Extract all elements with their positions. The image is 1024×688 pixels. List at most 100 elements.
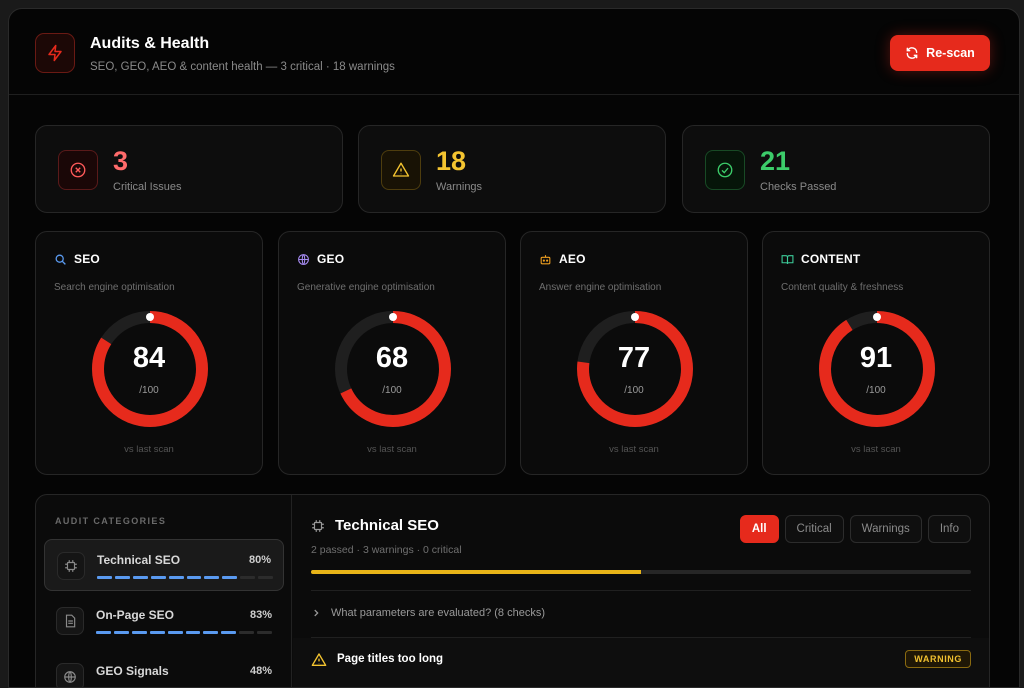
score-footnote: vs last scan	[124, 444, 174, 455]
check-circle-icon	[705, 150, 745, 190]
score-value: 91	[859, 342, 893, 374]
progress-segment	[168, 576, 184, 579]
score-title: AEO	[559, 252, 586, 266]
critical-count: 3	[113, 146, 129, 176]
audit-categories-sidebar: AUDIT CATEGORIES Technical SEO 80% On-Pa…	[36, 495, 292, 687]
progress-segment	[149, 631, 165, 634]
progress-segment	[257, 631, 273, 634]
filter-info[interactable]: Info	[927, 515, 971, 543]
filter-warnings[interactable]: Warnings	[849, 515, 922, 543]
issue-title: Page titles too long	[337, 653, 444, 665]
score-title: CONTENT	[801, 252, 861, 266]
detail-subtitle: 2 passed · 3 warnings · 0 critical	[311, 544, 462, 556]
passed-count: 21	[760, 146, 791, 176]
document-icon	[56, 607, 84, 635]
progress-segment	[258, 576, 274, 579]
expander-label: What parameters are evaluated? (8 checks…	[331, 607, 545, 619]
category-progress	[97, 576, 274, 579]
progress-segment	[114, 576, 130, 579]
issue-row[interactable]: Page titles too long WARNING	[293, 638, 989, 687]
score-card-aeo: AEO Answer engine optimisation 77 /100 v…	[520, 231, 748, 475]
progress-segment	[240, 576, 256, 579]
category-progress-bar	[311, 570, 971, 574]
ring-start-dot	[873, 313, 881, 321]
page-title: Audits & Health	[90, 35, 210, 52]
score-max: /100	[139, 385, 159, 396]
warning-triangle-icon	[381, 150, 421, 190]
filter-tabs: All Critical Warnings Info	[739, 515, 971, 543]
audit-panel: AUDIT CATEGORIES Technical SEO 80% On-Pa…	[35, 494, 990, 687]
rescan-label: Re-scan	[926, 46, 975, 60]
progress-segment	[239, 631, 255, 634]
category-pct: 48%	[249, 665, 272, 677]
score-footnote: vs last scan	[609, 444, 659, 455]
ring-start-dot	[389, 313, 397, 321]
category-name: GEO Signals	[96, 664, 169, 678]
progress-segment	[97, 576, 112, 579]
warnings-label: Warnings	[436, 181, 483, 193]
category-name: Technical SEO	[97, 553, 181, 567]
progress-segment	[113, 631, 129, 634]
score-card-seo: SEO Search engine optimisation 84 /100 v…	[35, 231, 263, 475]
chevron-right-icon	[314, 609, 319, 617]
sidebar-title: AUDIT CATEGORIES	[55, 516, 167, 526]
detail-title: Technical SEO	[335, 517, 439, 534]
category-geo-signals[interactable]: GEO Signals 48%	[44, 651, 284, 687]
x-circle-icon	[58, 150, 98, 190]
score-ring	[819, 311, 935, 427]
progress-segment	[132, 576, 148, 579]
score-footnote: vs last scan	[367, 444, 417, 455]
score-value: 77	[617, 342, 651, 374]
stat-card-critical: 3 Critical Issues	[35, 125, 343, 213]
category-pct: 80%	[248, 554, 271, 566]
category-pct: 83%	[249, 609, 272, 621]
score-max: /100	[624, 385, 644, 396]
category-name: On-Page SEO	[96, 608, 175, 622]
score-desc: Generative engine optimisation	[297, 282, 435, 293]
category-detail: Technical SEO 2 passed · 3 warnings · 0 …	[293, 495, 989, 687]
ring-start-dot	[146, 313, 154, 321]
chip-icon	[57, 552, 85, 580]
progress-segment	[185, 631, 201, 634]
parameters-expander[interactable]: What parameters are evaluated? (8 checks…	[311, 607, 545, 619]
progress-segment	[150, 576, 166, 579]
score-desc: Answer engine optimisation	[539, 282, 662, 293]
score-value: 68	[375, 342, 409, 374]
rescan-button[interactable]: Re-scan	[890, 35, 990, 71]
progress-segment	[222, 576, 238, 579]
page-header: Audits & Health SEO, GEO, AEO & content …	[9, 9, 1019, 95]
app-window: Audits & Health SEO, GEO, AEO & content …	[8, 8, 1020, 688]
progress-segment	[221, 631, 237, 634]
score-max: /100	[382, 385, 402, 396]
progress-segment	[204, 576, 220, 579]
search-icon	[55, 254, 66, 265]
score-desc: Content quality & freshness	[781, 282, 904, 293]
warning-triangle-icon	[311, 652, 327, 673]
progress-fill	[311, 570, 641, 574]
score-title: SEO	[74, 252, 100, 266]
category-on-page-seo[interactable]: On-Page SEO 83%	[44, 595, 284, 647]
filter-all[interactable]: All	[739, 515, 779, 543]
progress-segment	[186, 576, 202, 579]
score-footnote: vs last scan	[851, 444, 901, 455]
critical-label: Critical Issues	[113, 181, 182, 193]
category-progress	[96, 631, 273, 634]
filter-critical[interactable]: Critical	[784, 515, 844, 543]
refresh-icon	[906, 47, 918, 59]
score-value: 84	[132, 342, 166, 374]
score-max: /100	[866, 385, 886, 396]
divider	[311, 590, 971, 591]
progress-segment	[203, 631, 219, 634]
score-title: GEO	[317, 252, 345, 266]
score-card-content: CONTENT Content quality & freshness 91 /…	[762, 231, 990, 475]
passed-label: Checks Passed	[760, 181, 837, 193]
stat-card-warnings: 18 Warnings	[358, 125, 666, 213]
warnings-count: 18	[436, 146, 467, 176]
progress-segment	[167, 631, 183, 634]
lightning-icon	[35, 33, 75, 73]
score-ring	[92, 311, 208, 427]
book-icon	[781, 254, 794, 264]
divider	[311, 637, 971, 638]
category-technical-seo[interactable]: Technical SEO 80%	[44, 539, 284, 591]
score-card-geo: GEO Generative engine optimisation 68 /1…	[278, 231, 506, 475]
